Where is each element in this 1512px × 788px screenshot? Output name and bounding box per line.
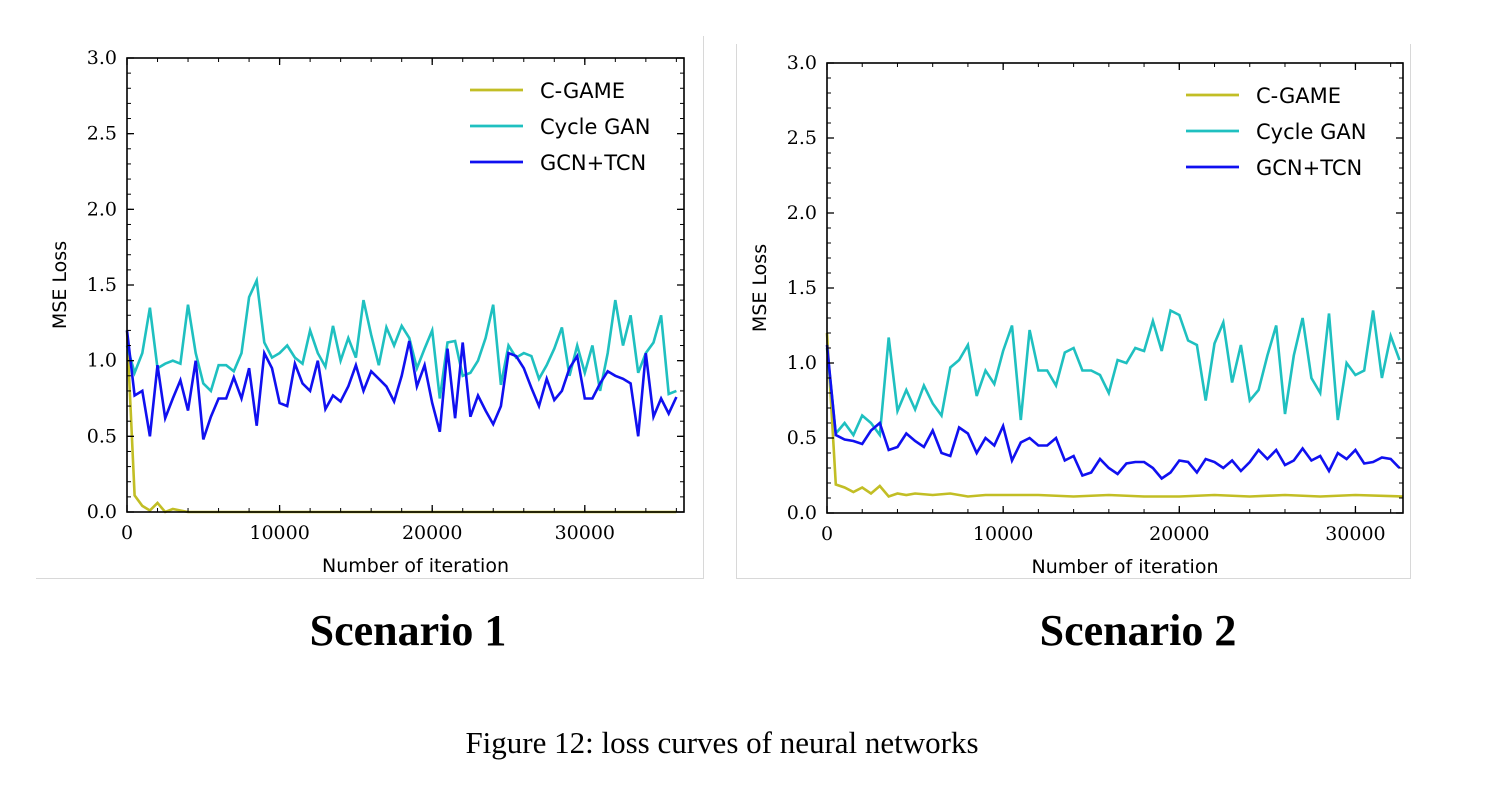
series-line-gcn-tcn: [125, 330, 678, 440]
y-tick-label: 2.5: [87, 123, 117, 145]
legend-entry-label: GCN+TCN: [540, 151, 646, 175]
series-line-cycle-gan: [825, 308, 1401, 439]
y-tick-label: 0.0: [87, 501, 117, 523]
scenario-2-title: Scenario 2: [1039, 606, 1237, 655]
loss-chart-scenario-2: 0.0 0.5 1.0 1.5 2.0 2.5 3.0 0 10000 20000 30000 Num…: [736, 0, 1411, 580]
y-axis-label: MSE Loss: [749, 244, 771, 332]
legend-entry-label: Cycle GAN: [1256, 120, 1366, 144]
y-tick-label: 0.5: [87, 425, 117, 447]
x-axis-label: Number of iteration: [322, 555, 509, 577]
y-tick-label: 1.5: [787, 277, 817, 299]
x-tick-label: 20000: [402, 522, 462, 544]
legend-entry-label: GCN+TCN: [1256, 156, 1362, 180]
scenario-1-title: Scenario 1: [309, 606, 507, 655]
y-tick-label: 0.0: [787, 502, 817, 524]
figure-caption: Figure 12: loss curves of neural network…: [465, 725, 979, 760]
y-tick-label: 3.0: [787, 52, 817, 74]
x-tick-label: 0: [121, 522, 133, 544]
y-tick-label: 1.0: [787, 352, 817, 374]
x-tick-label: 10000: [249, 522, 309, 544]
y-tick-label: 1.0: [87, 350, 117, 372]
legend-entry-label: C-GAME: [1256, 84, 1341, 108]
x-tick-label: 0: [821, 523, 833, 545]
x-tick-label: 20000: [1149, 523, 1209, 545]
legend-entry-label: Cycle GAN: [540, 115, 650, 139]
x-tick-label: 10000: [973, 523, 1033, 545]
y-tick-label: 0.5: [787, 427, 817, 449]
y-tick-label: 2.5: [787, 127, 817, 149]
x-axis-label: Number of iteration: [1032, 556, 1219, 578]
series-line-gcn-tcn: [825, 344, 1401, 481]
y-axis-label: MSE Loss: [49, 241, 71, 329]
series-line-c-game: [825, 332, 1404, 499]
y-tick-label: 2.0: [87, 198, 117, 220]
y-tick-label: 2.0: [787, 202, 817, 224]
y-tick-label: 3.0: [87, 47, 117, 69]
x-tick-label: 30000: [555, 522, 615, 544]
y-tick-label: 1.5: [87, 274, 117, 296]
loss-chart-scenario-1: 0.0 0.5 1.0 1.5 2.0 2.5 3.0 0 10000 20000 30000 Num…: [36, 0, 705, 580]
series-line-cycle-gan: [125, 275, 677, 399]
x-tick-label: 30000: [1325, 523, 1385, 545]
legend-entry-label: C-GAME: [540, 79, 625, 103]
